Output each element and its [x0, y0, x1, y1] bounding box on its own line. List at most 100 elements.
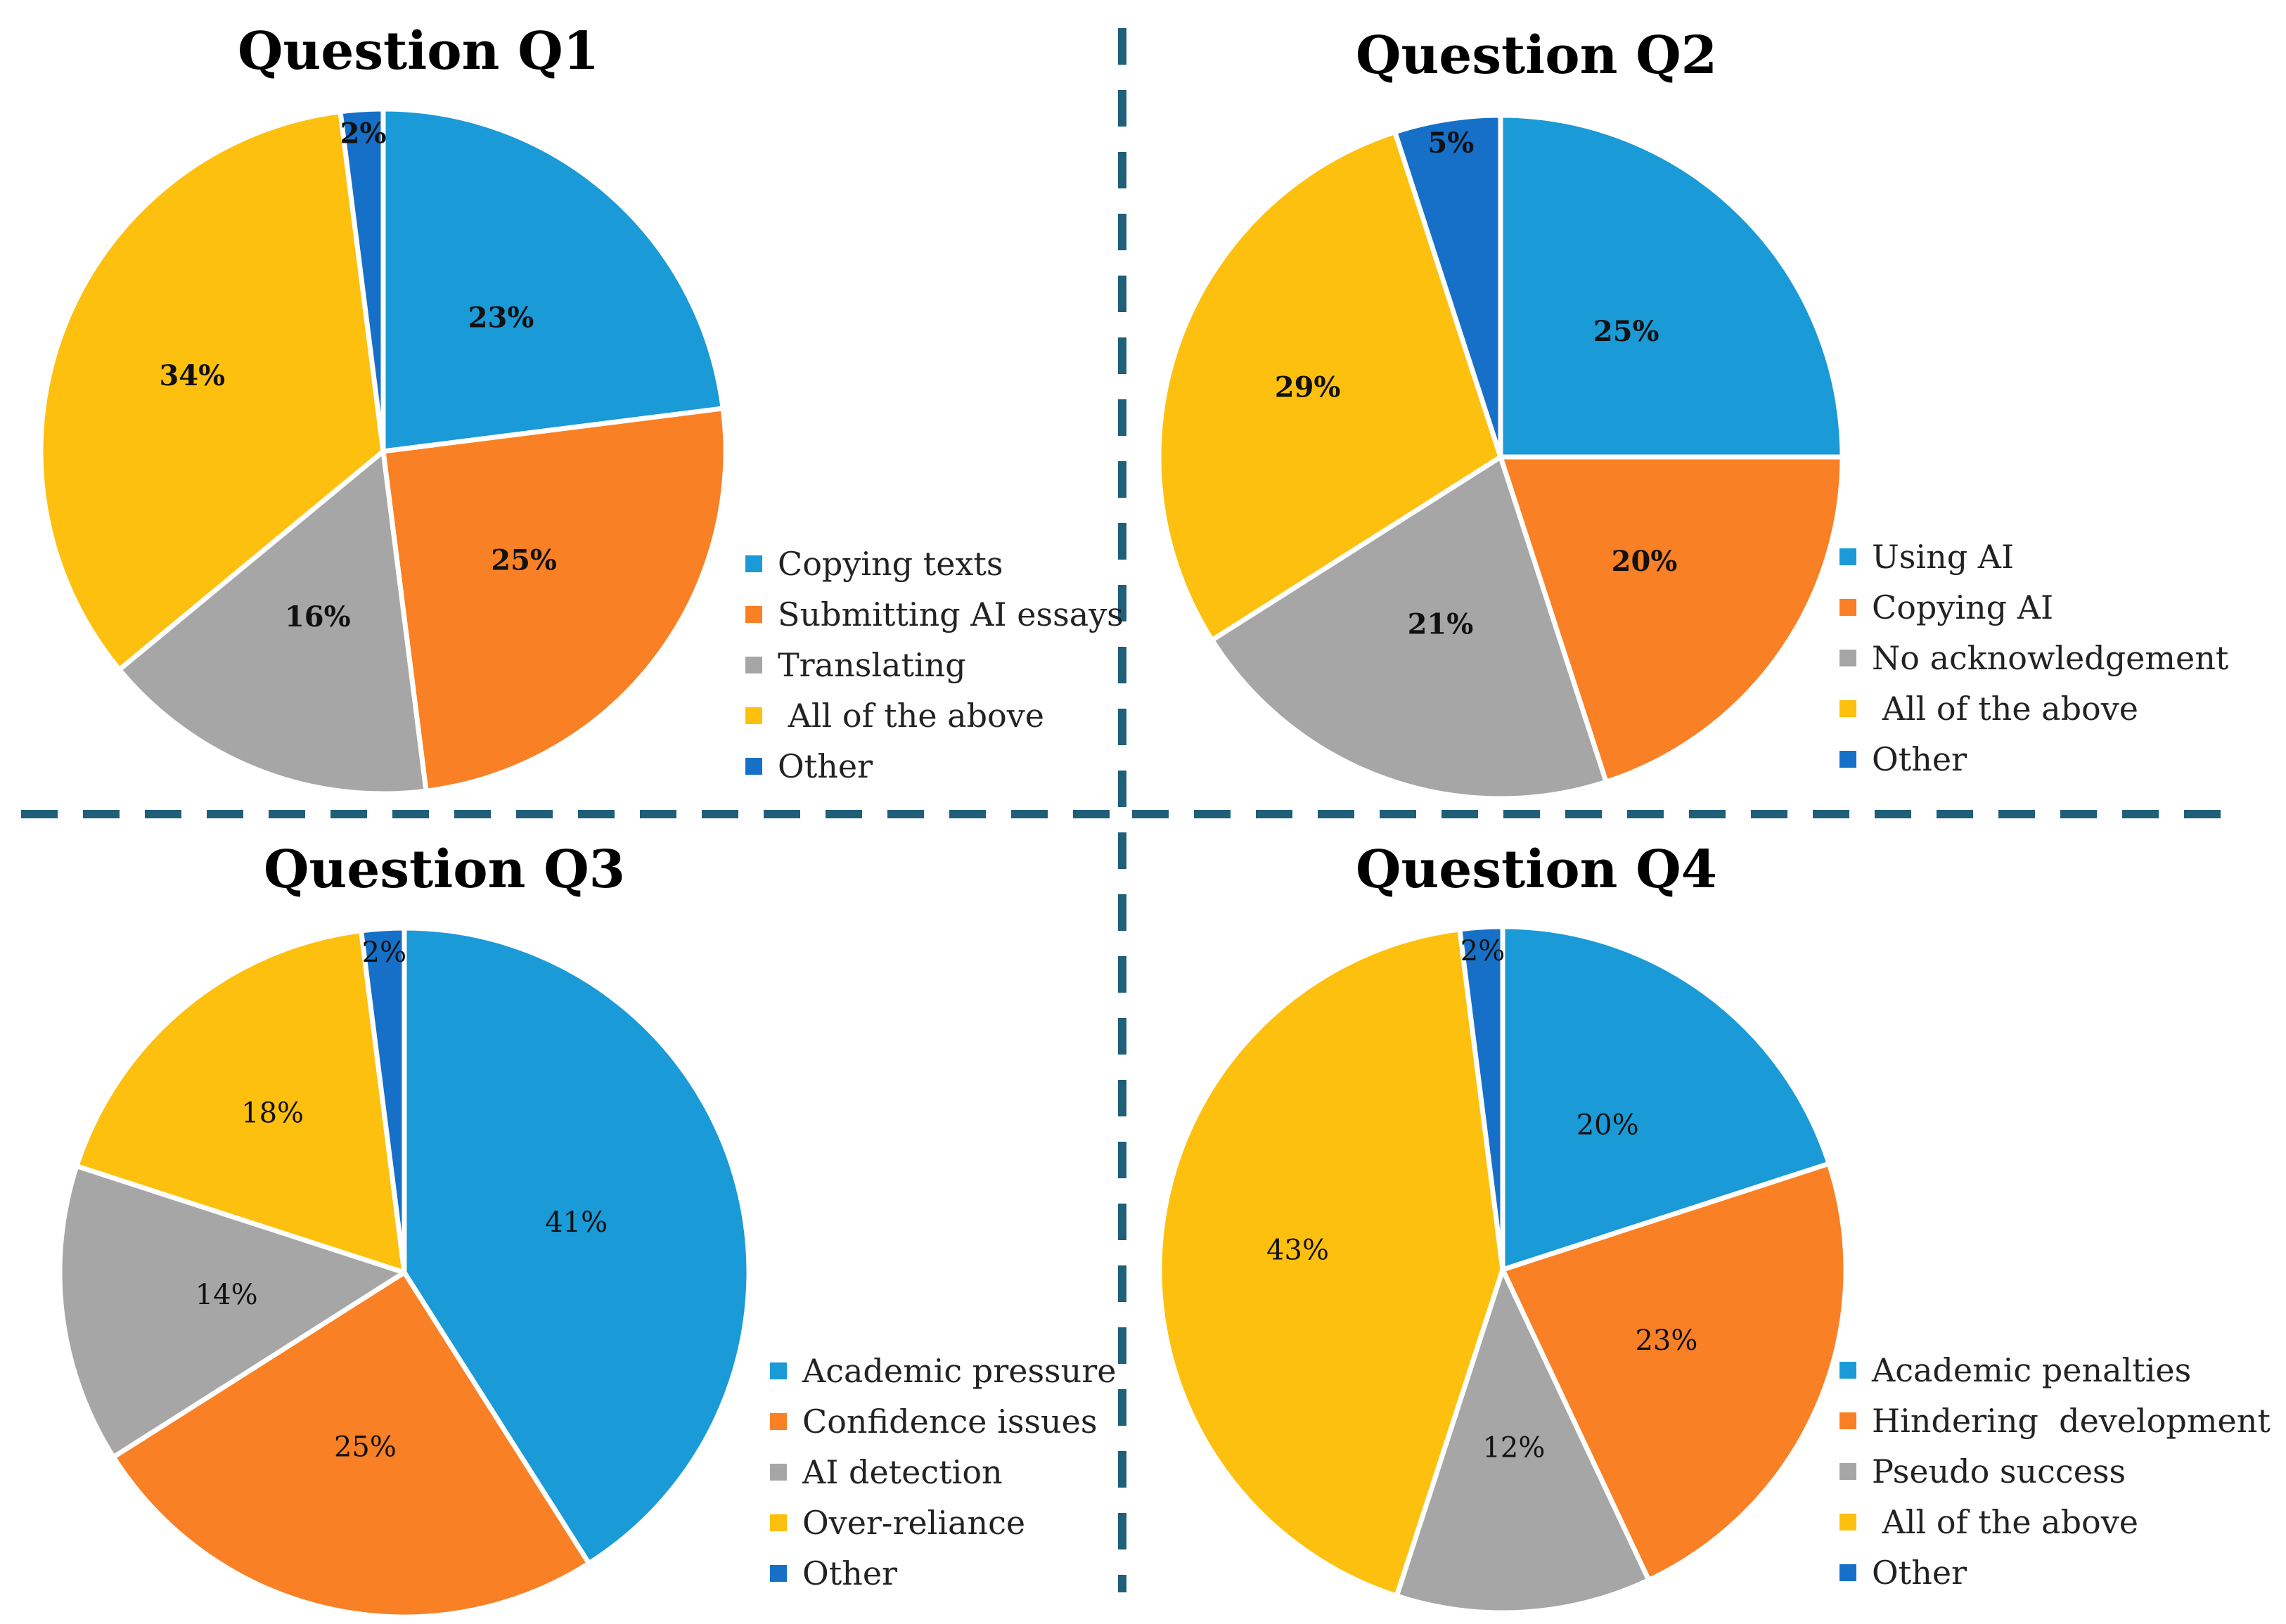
pie-slice — [110, 1270, 592, 1620]
legend-swatch — [770, 1413, 787, 1430]
legend-swatch — [1839, 1463, 1856, 1480]
data-label: 25% — [334, 1431, 397, 1464]
legend-item: Pseudo success — [1839, 1446, 2271, 1497]
legend-q2: Using AI Copying AI No acknowledgement A… — [1839, 531, 2228, 785]
legend-label: Academic penalties — [1872, 1351, 2192, 1389]
legend-swatch — [770, 1464, 787, 1481]
data-label: 34% — [159, 359, 225, 392]
data-label: 23% — [1635, 1325, 1697, 1357]
legend-q4: Academic penalties Hindering development… — [1839, 1345, 2271, 1598]
pie-slice — [359, 925, 407, 1275]
pie-slice — [57, 1164, 407, 1460]
data-label: 18% — [241, 1097, 304, 1130]
data-label: 20% — [1612, 545, 1678, 578]
legend-label: Submitting AI essays — [778, 595, 1124, 633]
legend-item: Other — [1839, 734, 2228, 785]
legend-swatch — [770, 1565, 787, 1582]
pie-slice — [1157, 927, 1505, 1599]
legend-swatch — [770, 1514, 787, 1531]
data-label: 14% — [195, 1279, 258, 1311]
legend-label: Confidence issues — [802, 1403, 1098, 1441]
pie-slice — [1156, 129, 1503, 643]
chart-title: Question Q3 — [264, 839, 626, 900]
chart-title: Question Q4 — [1356, 839, 1718, 900]
data-label: 21% — [1408, 607, 1474, 640]
data-label: 16% — [285, 600, 351, 633]
data-label: 2% — [362, 936, 406, 969]
legend-label: All of the above — [1872, 690, 2138, 728]
legend-item: AI detection — [770, 1447, 1117, 1497]
legend-swatch — [1839, 700, 1856, 717]
data-label: 43% — [1266, 1234, 1329, 1266]
pie-slice — [74, 928, 407, 1275]
pie-slice — [1498, 112, 1845, 460]
legend-label: Copying texts — [778, 545, 1003, 583]
legend-item: Using AI — [1839, 531, 2228, 582]
legend-label: Over-reliance — [802, 1504, 1026, 1542]
legend-item: Other — [770, 1548, 1117, 1599]
pie-slice — [1500, 1161, 1849, 1583]
pie-slice — [380, 106, 726, 454]
pie-slice — [117, 449, 429, 797]
data-label: 23% — [468, 302, 534, 335]
legend-label: Using AI — [1872, 538, 2015, 576]
legend-label: Hindering development — [1872, 1402, 2271, 1440]
data-label: 20% — [1577, 1109, 1639, 1142]
legend-item: Other — [745, 741, 1124, 792]
legend-swatch — [745, 707, 762, 724]
data-label: 5% — [1427, 127, 1474, 160]
legend-label: Other — [1872, 1554, 1967, 1592]
legend-q3: Academic pressure Confidence issues AI d… — [770, 1346, 1117, 1599]
legend-label: All of the above — [778, 697, 1044, 735]
chart-title: Question Q2 — [1356, 25, 1718, 86]
pie-slice — [338, 106, 386, 454]
legend-swatch — [1839, 548, 1856, 565]
legend-q1: Copying texts Submitting AI essays Trans… — [745, 539, 1124, 792]
legend-item: Copying AI — [1839, 582, 2228, 633]
legend-swatch — [745, 758, 762, 775]
chart-title: Question Q1 — [238, 21, 600, 82]
legend-swatch — [770, 1362, 787, 1379]
legend-swatch — [1839, 1412, 1856, 1429]
legend-label: Translating — [778, 646, 966, 684]
data-label: 41% — [545, 1206, 608, 1239]
legend-label: Academic pressure — [802, 1352, 1117, 1390]
legend-label: All of the above — [1872, 1503, 2138, 1541]
legend-item: All of the above — [1839, 683, 2228, 734]
data-label: 12% — [1482, 1431, 1545, 1464]
legend-label: AI detection — [802, 1453, 1003, 1491]
pie-slice — [1394, 1267, 1652, 1616]
data-label: 25% — [1593, 315, 1659, 348]
legend-swatch — [1839, 1514, 1856, 1530]
legend-label: No acknowledgement — [1872, 639, 2229, 677]
legend-swatch — [1839, 1564, 1856, 1581]
pie-slice — [1209, 454, 1609, 801]
legend-swatch — [1839, 599, 1856, 616]
legend-item: Translating — [745, 640, 1124, 690]
legend-item: Other — [1839, 1547, 2271, 1598]
legend-swatch — [745, 657, 762, 674]
data-label: 2% — [340, 117, 387, 150]
legend-label: Pseudo success — [1872, 1452, 2126, 1490]
legend-item: All of the above — [1839, 1497, 2271, 1547]
legend-item: No acknowledgement — [1839, 633, 2228, 683]
legend-swatch — [1839, 650, 1856, 666]
legend-swatch — [1839, 1362, 1856, 1379]
legend-item: All of the above — [745, 690, 1124, 741]
pie-slice — [38, 109, 386, 672]
legend-label: Other — [802, 1554, 898, 1592]
legend-item: Confidence issues — [770, 1396, 1117, 1447]
legend-item: Submitting AI essays — [745, 589, 1124, 640]
legend-swatch — [745, 555, 762, 572]
pie-slice — [1498, 454, 1845, 785]
legend-label: Copying AI — [1872, 588, 2054, 626]
pie-slice — [1457, 924, 1505, 1272]
legend-swatch — [745, 606, 762, 623]
legend-item: Over-reliance — [770, 1497, 1117, 1548]
legend-label: Other — [778, 747, 873, 785]
